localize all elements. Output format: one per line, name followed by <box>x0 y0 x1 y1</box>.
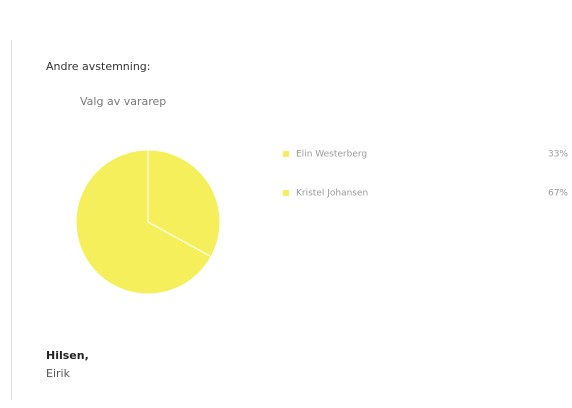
legend-label: Elin Westerberg <box>296 150 367 160</box>
signature-name: Eirik <box>46 367 70 380</box>
chart: Valg av vararep Elin Westerberg 33% Kriste… <box>75 95 568 295</box>
left-border <box>11 40 12 400</box>
pie-slice <box>75 149 212 295</box>
legend-swatch <box>283 190 289 196</box>
intro: Andre avstemning: <box>46 60 151 73</box>
chart-title: Valg av vararep <box>80 95 166 108</box>
legend-swatch <box>283 151 289 157</box>
value-label: 67% <box>548 189 568 199</box>
greeting: Hilsen, <box>46 349 89 362</box>
legend-label: Kristel Johansen <box>296 189 368 199</box>
pie-slice <box>147 149 221 258</box>
value-label: 33% <box>548 150 568 160</box>
